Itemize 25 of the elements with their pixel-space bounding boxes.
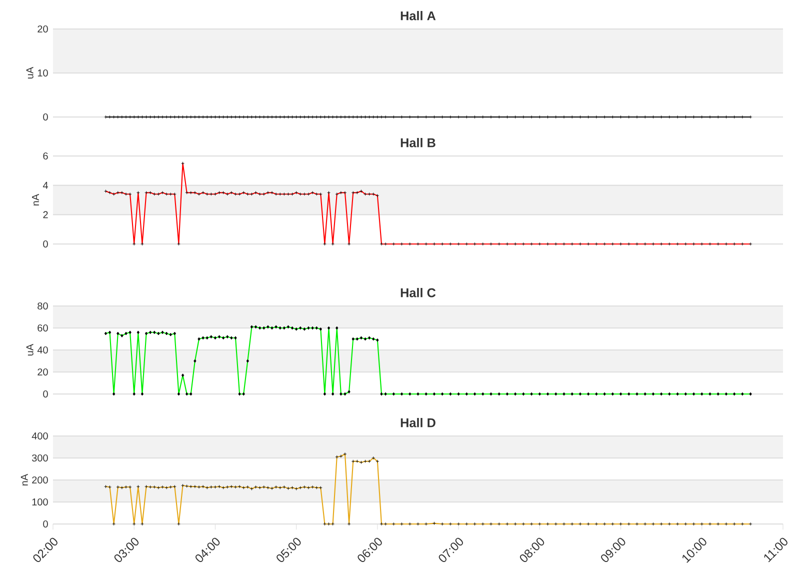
y-tick-label: 0 xyxy=(43,390,48,398)
y-axis-title: nA xyxy=(32,194,39,206)
y-tick-label: 0 xyxy=(43,520,48,528)
y-tick-label: 20 xyxy=(38,368,48,376)
y-axis-title: uA xyxy=(26,66,34,78)
y-tick-label: 0 xyxy=(43,240,48,248)
y-tick-label: 80 xyxy=(38,302,48,310)
y-tick-label: 2 xyxy=(43,211,48,218)
y-tick-label: 40 xyxy=(37,346,48,354)
y-axis-title: uA xyxy=(26,344,34,356)
y-tick-label: 60 xyxy=(38,324,48,332)
y-tick-label: 200 xyxy=(32,476,48,484)
y-tick-label: 400 xyxy=(32,432,48,440)
chart-title: Hall B xyxy=(400,138,436,148)
y-tick-label: 100 xyxy=(32,498,48,506)
y-axis-title: nA xyxy=(20,474,28,486)
y-tick-label: 6 xyxy=(43,152,48,160)
chart-title: Hall D xyxy=(400,418,436,428)
y-tick-label: 10 xyxy=(38,69,48,77)
y-tick-label: 0 xyxy=(43,113,48,121)
y-tick-label: 300 xyxy=(32,454,48,462)
chart-title: Hall C xyxy=(400,288,436,298)
chart-title: Hall A xyxy=(400,10,436,20)
y-tick-label: 4 xyxy=(42,182,48,189)
y-tick-label: 20 xyxy=(38,25,48,33)
